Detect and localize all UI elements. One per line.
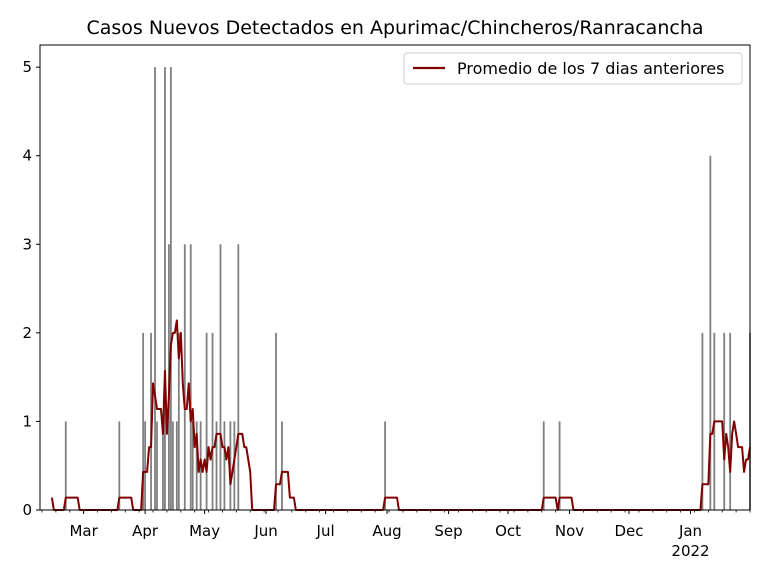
bar (205, 332, 208, 510)
y-tick-label: 3 (22, 235, 32, 253)
bar (219, 244, 222, 511)
y-tick-label: 1 (22, 412, 32, 430)
chart-title: Casos Nuevos Detectados en Apurimac/Chin… (86, 17, 703, 39)
plot-frame (39, 44, 751, 511)
x-tick-label: Jul (316, 522, 335, 540)
bar (211, 332, 214, 510)
bar (237, 244, 240, 511)
x-tick-label: Dec (615, 522, 644, 540)
bar (275, 332, 277, 510)
x-tick-label: Jan (678, 522, 702, 540)
bar (164, 67, 166, 510)
bar (118, 421, 121, 510)
x-tick-label: Mar (69, 522, 98, 540)
bar (175, 421, 178, 510)
bar (156, 421, 158, 510)
bar (215, 421, 218, 510)
bar (191, 421, 194, 510)
bar (142, 332, 145, 510)
y-axis: 0 1 2 3 4 5 (22, 58, 40, 519)
bar (177, 332, 180, 510)
x-tick-label: Sep (434, 522, 462, 540)
y-tick-label: 2 (22, 324, 32, 342)
y-tick-label: 4 (22, 147, 32, 165)
bar (162, 421, 164, 510)
bar (144, 421, 147, 510)
bar (171, 421, 174, 510)
bar (542, 421, 545, 510)
bar (169, 67, 172, 510)
x-tick-label: Jun (253, 522, 277, 540)
bar (223, 421, 226, 510)
x-tick-label: May (189, 522, 220, 540)
bar (384, 421, 386, 510)
x-axis: Mar Apr May Jun Jul Aug Sep Oct Nov Dec Jan 2022 (41, 510, 751, 560)
bar (709, 155, 712, 510)
moving-average-line (50, 319, 751, 511)
bar (281, 421, 283, 510)
x-tick-label: Oct (495, 522, 521, 540)
y-tick-label: 5 (22, 58, 32, 76)
line-series (50, 319, 751, 511)
bar (64, 421, 67, 510)
x-tick-label: Nov (555, 522, 584, 540)
x-tick-label: Aug (372, 522, 401, 540)
bar (183, 244, 186, 511)
legend-box (403, 52, 743, 85)
legend-label: Promedio de los 7 dias anteriores (457, 59, 724, 78)
bar (195, 421, 198, 510)
bar (558, 421, 561, 510)
bar (729, 332, 732, 510)
x-tick-label: Apr (132, 522, 159, 540)
bar (701, 332, 704, 510)
x-tick-sublabel: 2022 (671, 542, 709, 560)
bar (723, 332, 726, 510)
y-tick-label: 0 (22, 501, 32, 519)
bar (189, 244, 192, 511)
bar (154, 67, 156, 510)
legend[interactable]: Promedio de los 7 dias anteriores (403, 52, 743, 85)
